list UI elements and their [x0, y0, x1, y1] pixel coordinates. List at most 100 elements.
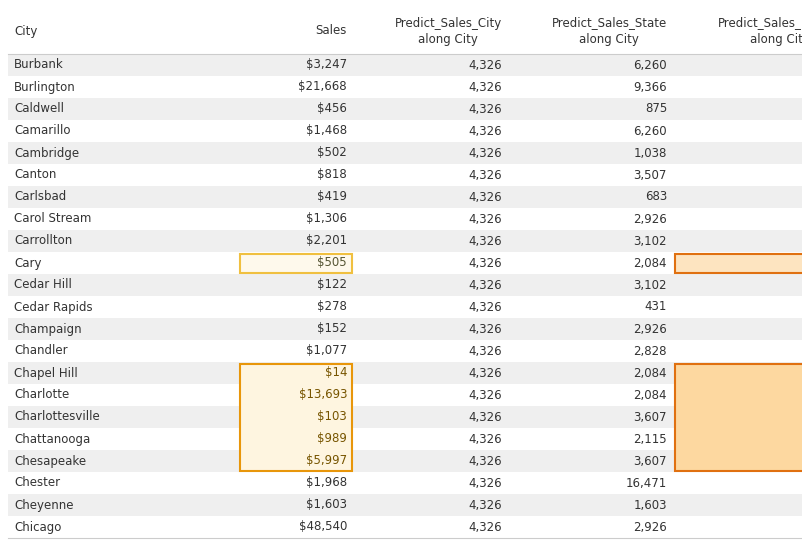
Text: Burlington: Burlington — [14, 80, 75, 94]
Bar — [8, 230, 802, 252]
Text: $13,693: $13,693 — [298, 388, 347, 402]
Text: $989: $989 — [317, 433, 347, 445]
Text: 4,326: 4,326 — [468, 322, 502, 336]
Bar — [8, 186, 802, 208]
Text: 3,102: 3,102 — [634, 279, 667, 291]
Text: City: City — [14, 24, 38, 38]
Text: 9,366: 9,366 — [634, 80, 667, 94]
Text: Predict_Sales_Region
along City: Predict_Sales_Region along City — [718, 17, 802, 45]
Text: Chapel Hill: Chapel Hill — [14, 367, 78, 379]
Bar — [674, 254, 802, 273]
Text: $989: $989 — [317, 433, 347, 445]
Text: $456: $456 — [317, 102, 347, 115]
Text: 2,926: 2,926 — [634, 322, 667, 336]
Text: Chattanooga: Chattanooga — [14, 433, 91, 445]
Text: Carol Stream: Carol Stream — [14, 213, 91, 225]
Text: $14: $14 — [325, 367, 347, 379]
Bar — [8, 142, 802, 164]
Text: Cedar Hill: Cedar Hill — [14, 279, 72, 291]
Text: $122: $122 — [317, 279, 347, 291]
Text: 4,326: 4,326 — [468, 125, 502, 137]
Text: $14: $14 — [325, 367, 347, 379]
Text: $48,540: $48,540 — [298, 521, 347, 534]
Text: $502: $502 — [318, 146, 347, 160]
Text: 4,326: 4,326 — [468, 234, 502, 248]
Text: Chicago: Chicago — [14, 521, 62, 534]
Bar — [8, 8, 802, 54]
Text: $278: $278 — [317, 300, 347, 314]
Text: Chesapeake: Chesapeake — [14, 454, 86, 468]
Bar — [8, 384, 802, 406]
Text: 4,326: 4,326 — [468, 433, 502, 445]
Text: Caldwell: Caldwell — [14, 102, 64, 115]
Text: 2,926: 2,926 — [634, 521, 667, 534]
Text: $103: $103 — [318, 411, 347, 423]
Text: Cary: Cary — [14, 257, 42, 269]
Text: Champaign: Champaign — [14, 322, 82, 336]
Text: $1,077: $1,077 — [306, 345, 347, 357]
Text: Camarillo: Camarillo — [14, 125, 71, 137]
Text: Sales: Sales — [316, 24, 347, 38]
Bar — [8, 208, 802, 230]
Text: $5,997: $5,997 — [306, 454, 347, 468]
Text: 4,326: 4,326 — [468, 146, 502, 160]
Text: 2,084: 2,084 — [634, 367, 667, 379]
Text: $5,997: $5,997 — [306, 454, 347, 468]
Text: Charlotte: Charlotte — [14, 388, 69, 402]
Text: $1,603: $1,603 — [306, 499, 347, 511]
Bar — [8, 274, 802, 296]
Text: Chester: Chester — [14, 476, 60, 490]
Bar — [8, 120, 802, 142]
Text: 4,326: 4,326 — [468, 367, 502, 379]
Text: 4,326: 4,326 — [468, 279, 502, 291]
Bar — [674, 363, 802, 470]
Bar — [8, 450, 802, 472]
Bar — [8, 516, 802, 538]
Text: $152: $152 — [317, 322, 347, 336]
Text: $505: $505 — [318, 257, 347, 269]
Text: 4,326: 4,326 — [468, 499, 502, 511]
Text: 4,326: 4,326 — [468, 213, 502, 225]
Text: 4,326: 4,326 — [468, 521, 502, 534]
Bar — [240, 254, 351, 273]
Text: 16,471: 16,471 — [626, 476, 667, 490]
Bar — [240, 363, 351, 470]
Text: 4,326: 4,326 — [468, 102, 502, 115]
Text: 4,326: 4,326 — [468, 257, 502, 269]
Text: 683: 683 — [645, 191, 667, 203]
Text: 875: 875 — [645, 102, 667, 115]
Text: 3,102: 3,102 — [634, 234, 667, 248]
Text: 4,326: 4,326 — [468, 168, 502, 182]
Bar — [8, 296, 802, 318]
Bar — [8, 362, 802, 384]
Bar — [8, 340, 802, 362]
Text: Canton: Canton — [14, 168, 56, 182]
Bar — [8, 428, 802, 450]
Text: $419: $419 — [317, 191, 347, 203]
Text: $2,201: $2,201 — [306, 234, 347, 248]
Text: 6,260: 6,260 — [634, 125, 667, 137]
Text: 3,607: 3,607 — [634, 454, 667, 468]
Text: 4,326: 4,326 — [468, 345, 502, 357]
Text: $1,968: $1,968 — [306, 476, 347, 490]
Bar — [8, 164, 802, 186]
Text: Burbank: Burbank — [14, 59, 63, 71]
Text: 431: 431 — [645, 300, 667, 314]
Text: 2,084: 2,084 — [634, 257, 667, 269]
Text: 3,607: 3,607 — [634, 411, 667, 423]
Bar — [8, 318, 802, 340]
Text: 4,326: 4,326 — [468, 80, 502, 94]
Text: Carlsbad: Carlsbad — [14, 191, 67, 203]
Text: $103: $103 — [318, 411, 347, 423]
Text: $1,468: $1,468 — [306, 125, 347, 137]
Text: $13,693: $13,693 — [298, 388, 347, 402]
Text: Predict_Sales_City
along City: Predict_Sales_City along City — [395, 17, 502, 45]
Text: 2,115: 2,115 — [634, 433, 667, 445]
Bar — [8, 494, 802, 516]
Text: 4,326: 4,326 — [468, 191, 502, 203]
Bar — [8, 98, 802, 120]
Text: 2,084: 2,084 — [634, 388, 667, 402]
Text: $21,668: $21,668 — [298, 80, 347, 94]
Text: Carrollton: Carrollton — [14, 234, 72, 248]
Text: $1,306: $1,306 — [306, 213, 347, 225]
